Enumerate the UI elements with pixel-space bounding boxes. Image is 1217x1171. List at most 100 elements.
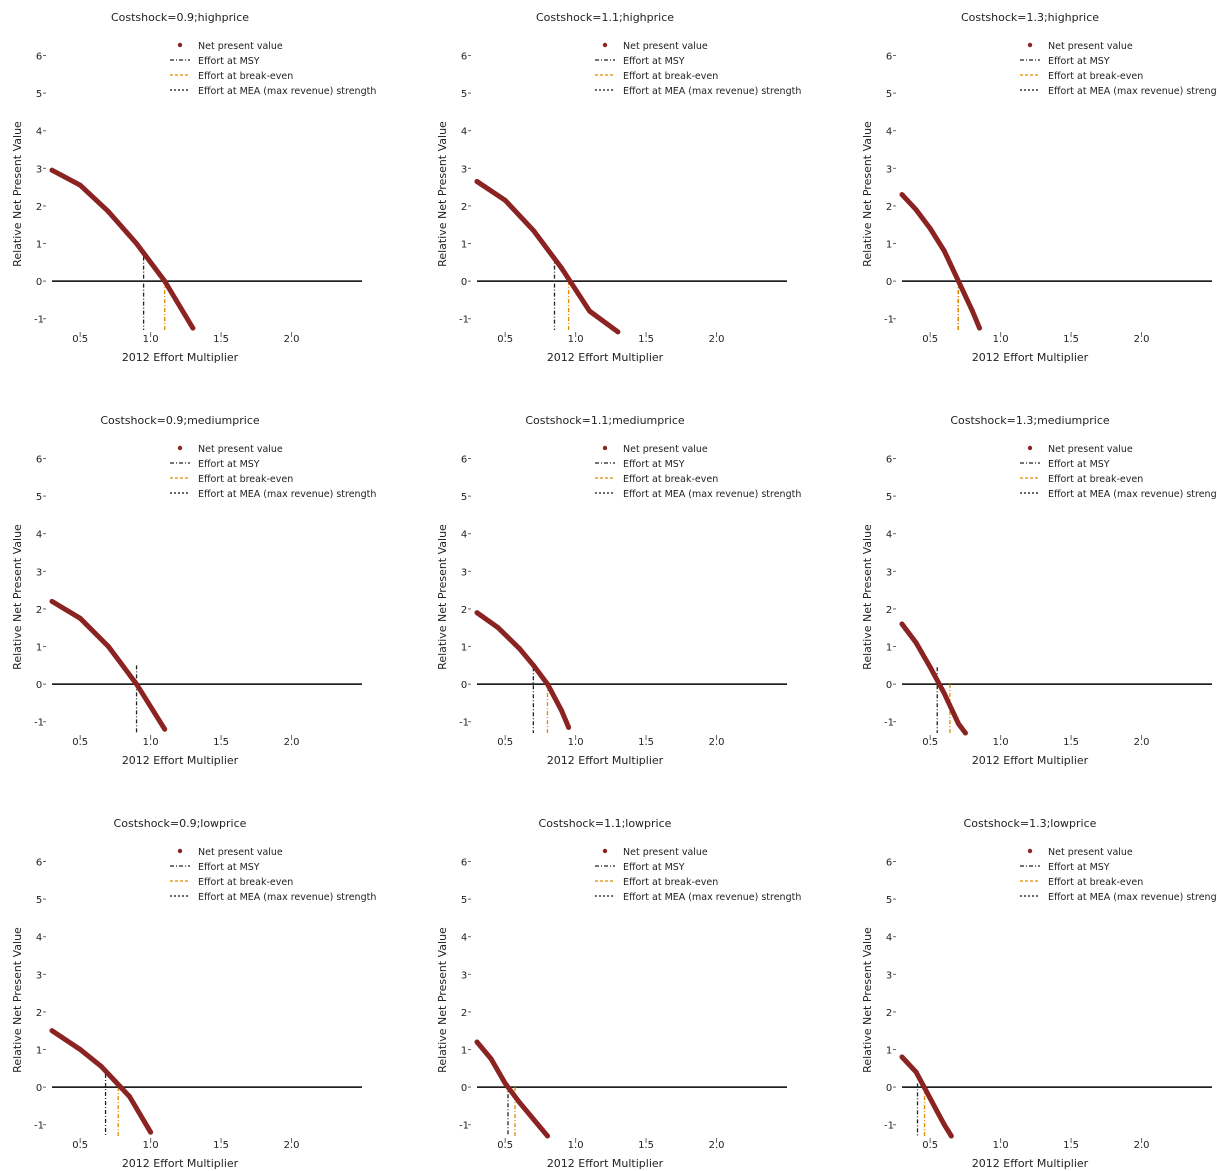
npv-point [927, 1096, 933, 1101]
npv-point [106, 644, 111, 649]
y-tick-label: -1 [459, 718, 469, 729]
chart-panel: Costshock=1.1;highprice -1 0 1 2 3 4 5 6 0.5 1.0 1.… [436, 11, 801, 364]
x-tick-label: 1.0 [143, 1140, 159, 1151]
legend-label: Net present value [198, 444, 283, 455]
legend-swatch [177, 445, 183, 451]
chart-title: Costshock=0.9;lowprice [114, 817, 247, 830]
y-tick-label: -1 [884, 718, 894, 729]
legend-label: Effort at MEA (max revenue) strength [623, 489, 801, 500]
npv-point [134, 681, 139, 687]
npv-point [899, 1054, 905, 1060]
y-tick-label: 1 [886, 1046, 892, 1057]
y-tick-label: 1 [886, 643, 892, 654]
legend-label: Effort at MSY [1048, 862, 1110, 873]
y-tick-label: 1 [461, 1046, 467, 1057]
y-tick-label: -1 [34, 1121, 44, 1132]
legend-swatch [602, 42, 608, 48]
y-tick-label: -1 [459, 315, 469, 326]
y-tick-label: 0 [461, 680, 467, 691]
legend-label: Net present value [198, 41, 283, 52]
y-axis-label: Relative Net Present Value [11, 927, 24, 1073]
chart-title: Costshock=1.1;mediumprice [525, 414, 685, 427]
chart-panel: Costshock=0.9;highprice -1 0 1 2 3 4 5 6 0.5 1.0 1.… [11, 11, 376, 364]
y-tick-label: 0 [36, 680, 42, 691]
y-tick-label: 6 [36, 455, 42, 466]
npv-point [941, 691, 947, 696]
y-tick-label: 6 [886, 858, 892, 869]
y-tick-label: 4 [886, 933, 892, 944]
x-tick-label: 1.0 [143, 737, 159, 748]
y-tick-label: -1 [884, 1121, 894, 1132]
x-axis-label: 2012 Effort Multiplier [972, 1157, 1089, 1170]
legend-label: Effort at break-even [198, 474, 293, 485]
legend: Net present value Effort at MSY Effort at … [170, 41, 376, 97]
y-axis-label: Relative Net Present Value [861, 524, 874, 670]
legend-label: Net present value [1048, 41, 1133, 52]
npv-curve [474, 179, 621, 335]
legend-label: Effort at MSY [1048, 459, 1110, 470]
x-axis-label: 2012 Effort Multiplier [547, 351, 664, 364]
legend-label: Effort at MSY [623, 862, 685, 873]
chart-title: Costshock=1.3;lowprice [964, 817, 1097, 830]
chart-panel: Costshock=0.9;lowprice -1 0 1 2 3 4 5 6 0.5 1.0 1.5… [11, 817, 376, 1170]
y-tick-label: 1 [36, 643, 42, 654]
legend-label: Effort at MSY [1048, 56, 1110, 67]
legend-label: Effort at MSY [198, 56, 260, 67]
npv-point [531, 662, 536, 668]
y-tick-label: 4 [36, 127, 42, 138]
npv-curve [49, 167, 196, 331]
y-tick-label: 0 [36, 1083, 42, 1094]
legend: Net present value Effort at MSY Effort at … [595, 41, 801, 97]
npv-point [531, 1116, 536, 1122]
npv-point [162, 278, 168, 284]
npv-point [956, 278, 961, 284]
y-tick-label: -1 [34, 718, 44, 729]
legend: Net present value Effort at MSY Effort at … [595, 847, 801, 903]
x-tick-label: 0.5 [72, 737, 88, 748]
legend-label: Effort at MEA (max revenue) strength [623, 86, 801, 97]
npv-point [615, 329, 621, 335]
x-tick-label: 1.0 [993, 334, 1009, 345]
x-tick-label: 2.0 [1134, 737, 1150, 748]
x-tick-label: 1.0 [568, 1140, 584, 1151]
x-tick-label: 1.0 [993, 737, 1009, 748]
legend-label: Effort at break-even [198, 71, 293, 82]
x-axis-label: 2012 Effort Multiplier [547, 1157, 664, 1170]
x-tick-label: 1.5 [1063, 1140, 1079, 1151]
legend: Net present value Effort at MSY Effort at … [1020, 847, 1217, 903]
legend-label: Effort at break-even [623, 877, 718, 888]
y-tick-label: 0 [886, 680, 892, 691]
npv-point [49, 167, 55, 173]
npv-point [545, 681, 550, 687]
npv-point [77, 615, 83, 621]
legend-label: Effort at MSY [623, 459, 685, 470]
npv-point [502, 197, 508, 203]
legend-swatch [602, 445, 608, 451]
chart-panel: Costshock=1.1;mediumprice -1 0 1 2 3 4 5 6 0.5 1.0… [436, 414, 801, 767]
y-tick-label: 5 [886, 492, 892, 503]
x-tick-label: 1.0 [568, 334, 584, 345]
x-tick-label: 1.5 [1063, 334, 1079, 345]
npv-curve [899, 621, 968, 736]
y-tick-label: 2 [36, 202, 42, 213]
legend-label: Net present value [1048, 847, 1133, 858]
y-tick-label: 2 [886, 605, 892, 616]
legend-label: Effort at break-even [1048, 71, 1143, 82]
y-tick-label: 2 [461, 605, 467, 616]
x-tick-label: 1.0 [568, 737, 584, 748]
x-tick-label: 1.5 [213, 334, 229, 345]
y-tick-label: 5 [36, 89, 42, 100]
x-tick-label: 1.5 [1063, 737, 1079, 748]
y-tick-label: 6 [886, 52, 892, 63]
legend-label: Effort at break-even [1048, 877, 1143, 888]
y-tick-label: 4 [461, 530, 467, 541]
npv-point [127, 1094, 132, 1099]
npv-curve [899, 192, 982, 331]
y-tick-label: 5 [461, 895, 467, 906]
x-tick-label: 0.5 [922, 334, 938, 345]
legend-label: Net present value [198, 847, 283, 858]
y-tick-label: 1 [886, 240, 892, 251]
npv-point [970, 308, 975, 314]
y-tick-label: 5 [36, 895, 42, 906]
